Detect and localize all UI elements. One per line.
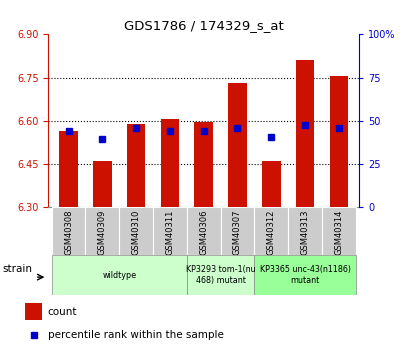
Text: GSM40306: GSM40306: [199, 209, 208, 255]
Text: GSM40308: GSM40308: [64, 209, 73, 255]
Text: wildtype: wildtype: [102, 270, 136, 280]
Text: count: count: [48, 307, 77, 317]
Text: GSM40311: GSM40311: [165, 209, 174, 255]
Bar: [187, 255, 255, 295]
Bar: [127, 124, 145, 207]
Bar: [24, 303, 42, 320]
Bar: [322, 207, 356, 255]
Bar: [194, 122, 213, 207]
Text: GSM40313: GSM40313: [301, 209, 310, 255]
Text: percentile rank within the sample: percentile rank within the sample: [48, 330, 223, 340]
Bar: [59, 131, 78, 207]
Bar: [52, 255, 187, 295]
Bar: [255, 255, 356, 295]
Text: strain: strain: [3, 264, 32, 274]
Bar: [262, 161, 281, 207]
Bar: [220, 207, 255, 255]
Bar: [228, 83, 247, 207]
Text: GSM40310: GSM40310: [131, 209, 141, 255]
Bar: [330, 76, 348, 207]
Text: GSM40314: GSM40314: [334, 209, 343, 255]
Bar: [255, 207, 288, 255]
Bar: [52, 207, 85, 255]
Bar: [160, 119, 179, 207]
Bar: [296, 60, 314, 207]
Text: GSM40307: GSM40307: [233, 209, 242, 255]
Text: GSM40312: GSM40312: [267, 209, 276, 255]
Bar: [85, 207, 119, 255]
Title: GDS1786 / 174329_s_at: GDS1786 / 174329_s_at: [124, 19, 284, 32]
Bar: [93, 161, 112, 207]
Bar: [187, 207, 220, 255]
Text: GSM40309: GSM40309: [98, 209, 107, 255]
Bar: [153, 207, 187, 255]
Bar: [288, 207, 322, 255]
Text: KP3293 tom-1(nu
468) mutant: KP3293 tom-1(nu 468) mutant: [186, 265, 255, 285]
Bar: [119, 207, 153, 255]
Text: KP3365 unc-43(n1186)
mutant: KP3365 unc-43(n1186) mutant: [260, 265, 351, 285]
